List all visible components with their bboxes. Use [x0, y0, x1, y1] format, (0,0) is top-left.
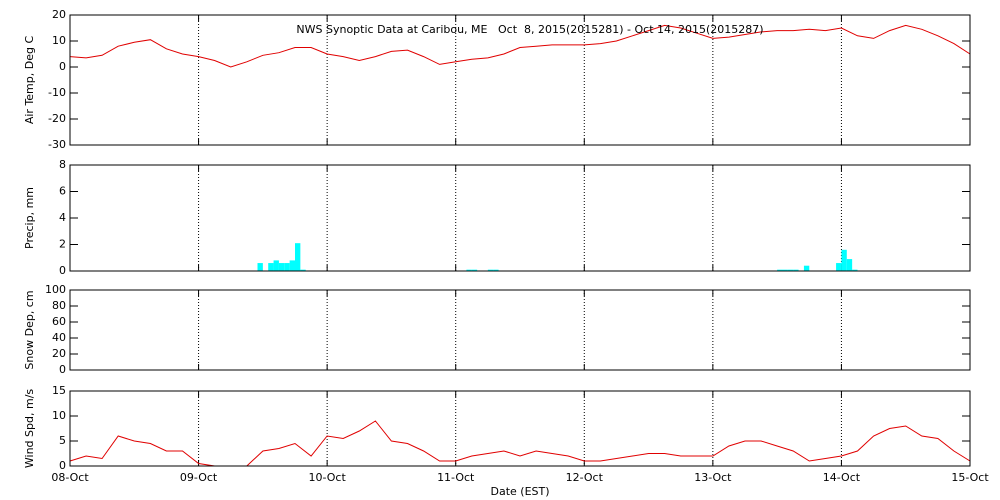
y-tick-label: 0	[59, 363, 66, 376]
y-tick-label: 2	[59, 238, 66, 251]
y-tick-label: 20	[52, 8, 66, 21]
x-tick-label: 11-Oct	[437, 471, 475, 484]
y-axis-label: Precip, mm	[23, 187, 36, 249]
plot-frame	[69, 164, 971, 272]
plot-frame	[69, 390, 971, 467]
precip-bar	[493, 269, 499, 271]
y-tick-label: 8	[59, 158, 66, 171]
precip-bar	[273, 260, 279, 271]
precip-bar	[268, 263, 274, 271]
data-line	[69, 420, 971, 467]
precip-bar	[777, 269, 783, 271]
x-tick-label: 15-Oct	[951, 471, 989, 484]
y-tick-label: 5	[59, 434, 66, 447]
y-tick-label: 40	[52, 331, 66, 344]
data-line	[69, 24, 971, 68]
x-tick-label: 09-Oct	[180, 471, 218, 484]
y-tick-label: -20	[48, 112, 66, 125]
precip-bar	[852, 269, 858, 271]
y-tick-label: 4	[59, 211, 66, 224]
y-tick-label: 20	[52, 347, 66, 360]
precip-bar	[782, 269, 788, 271]
y-axis-label: Snow Dep, cm	[23, 290, 36, 369]
y-tick-label: 6	[59, 185, 66, 198]
y-tick-label: 10	[52, 34, 66, 47]
y-axis-label: Air Temp, Deg C	[23, 36, 36, 125]
y-tick-label: 100	[45, 283, 66, 296]
y-tick-label: 80	[52, 299, 66, 312]
x-tick-label: 10-Oct	[308, 471, 346, 484]
y-tick-label: 0	[59, 459, 66, 472]
plot-frame	[69, 14, 971, 146]
precip-bar	[793, 269, 799, 271]
x-tick-label: 14-Oct	[823, 471, 861, 484]
x-tick-label: 13-Oct	[694, 471, 732, 484]
y-tick-label: -30	[48, 138, 66, 151]
y-tick-label: 0	[59, 264, 66, 277]
precip-bar	[295, 243, 301, 271]
precip-bar	[836, 263, 842, 271]
y-tick-label: 10	[52, 409, 66, 422]
x-tick-label: 08-Oct	[51, 471, 89, 484]
precip-bar	[300, 269, 306, 271]
precip-bar	[284, 263, 290, 271]
precip-bar	[803, 265, 810, 271]
plot-frame	[69, 289, 971, 371]
precip-bar	[841, 249, 847, 271]
x-tick-label: 12-Oct	[566, 471, 604, 484]
chart-title: NWS Synoptic Data at Caribou, ME Oct 8, …	[296, 23, 763, 36]
precip-bar	[471, 269, 478, 271]
y-tick-label: 0	[59, 60, 66, 73]
precip-bar	[466, 269, 472, 271]
precip-bar	[846, 259, 853, 271]
y-tick-label: 60	[52, 315, 66, 328]
precip-bar	[787, 269, 794, 271]
precip-bar	[257, 263, 263, 271]
y-tick-label: -10	[48, 86, 66, 99]
x-axis-label: Date (EST)	[490, 485, 549, 498]
precip-bar	[289, 260, 295, 271]
precip-bar	[278, 263, 285, 271]
y-axis-label: Wind Spd, m/s	[23, 389, 36, 469]
precip-bar	[487, 269, 494, 271]
y-tick-label: 15	[52, 384, 66, 397]
